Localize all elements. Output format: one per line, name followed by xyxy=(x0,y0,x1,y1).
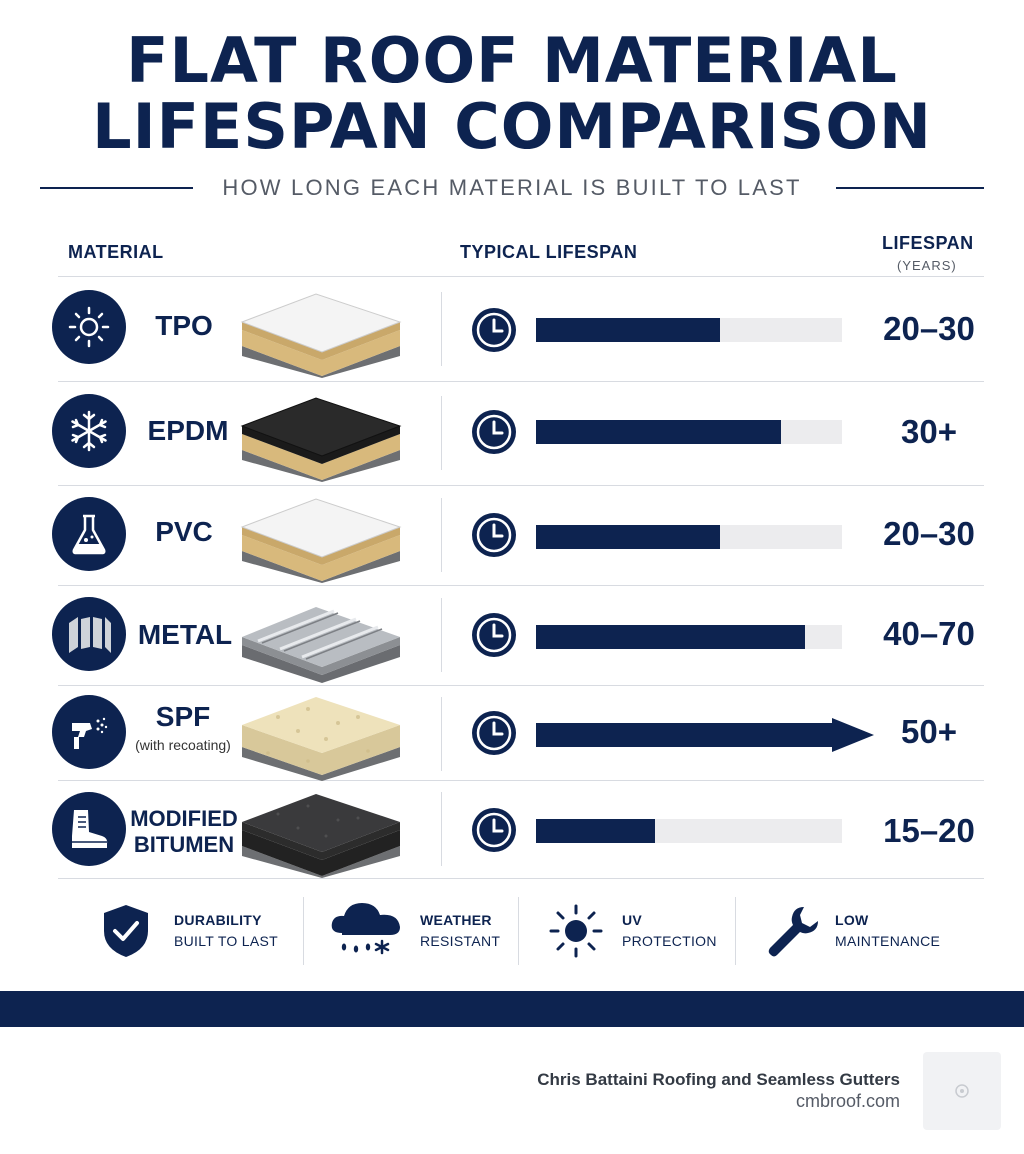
feature-divider xyxy=(735,897,736,965)
shield-check-icon xyxy=(104,905,148,957)
subtitle-row: HOW LONG EACH MATERIAL IS BUILT TO LAST xyxy=(40,174,984,202)
feature-durability: DURABILITY BUILT TO LAST xyxy=(100,895,300,965)
lifespan-value: 20–30 xyxy=(883,515,975,552)
lifespan-bar xyxy=(536,819,656,843)
lifespan-bar xyxy=(536,420,781,444)
feature-maintenance: LOW MAINTENANCE xyxy=(764,895,964,965)
feature-subtitle: MAINTENANCE xyxy=(835,933,941,949)
lifespan-bar-track xyxy=(536,318,842,342)
material-name: PVC xyxy=(155,516,213,547)
lifespan-bar-track xyxy=(536,625,842,649)
material-name-line-2: BITUMEN xyxy=(133,832,235,857)
material-row-metal: METAL 40–70 xyxy=(0,597,1024,683)
lifespan-value: 15–20 xyxy=(883,812,975,849)
subtitle-rule-right xyxy=(836,187,984,189)
spray-gun-icon xyxy=(52,695,126,769)
material-name: TPO xyxy=(155,310,213,341)
lifespan-bar-track xyxy=(536,525,842,549)
column-divider xyxy=(441,396,442,470)
column-divider xyxy=(441,792,442,866)
header-material: MATERIAL xyxy=(68,242,164,262)
page-title: FLAT ROOF MATERIAL LIFESPAN COMPARISON xyxy=(0,28,1024,160)
row-divider xyxy=(58,585,984,586)
row-divider xyxy=(58,485,984,486)
epdm-swatch xyxy=(240,397,402,482)
clock-icon xyxy=(472,513,516,557)
clock-icon xyxy=(472,711,516,755)
lifespan-bar-track xyxy=(536,420,842,444)
spf-swatch xyxy=(242,697,400,781)
boot-icon xyxy=(52,792,126,866)
material-name: METAL xyxy=(137,619,233,650)
lifespan-bar-track xyxy=(536,819,842,843)
material-row-pvc: PVC 20–30 xyxy=(0,497,1024,583)
storm-cloud-icon xyxy=(331,903,400,955)
row-divider xyxy=(58,685,984,686)
website-link[interactable]: cmbroof.com xyxy=(795,1091,900,1111)
lifespan-value: 40–70 xyxy=(883,615,975,652)
column-divider xyxy=(441,498,442,572)
lifespan-value: 20–30 xyxy=(883,310,975,347)
company-logo xyxy=(923,1052,1001,1130)
material-name: EPDM xyxy=(147,415,229,446)
feature-title: LOW xyxy=(835,912,869,928)
material-row-modified-bitumen: MODIFIED BITUMEN 15–20 xyxy=(0,792,1024,878)
metal-panel-icon xyxy=(52,597,126,671)
row-divider xyxy=(58,878,984,879)
column-divider xyxy=(441,292,442,366)
title-line-1: FLAT ROOF MATERIAL xyxy=(126,24,898,97)
material-name: SPF xyxy=(155,701,211,732)
tpo-swatch xyxy=(240,293,402,378)
subtitle: HOW LONG EACH MATERIAL IS BUILT TO LAST xyxy=(222,175,802,200)
feature-title: WEATHER xyxy=(420,912,492,928)
lifespan-value: 50+ xyxy=(901,713,957,750)
header-typical-lifespan: TYPICAL LIFESPAN xyxy=(460,242,638,262)
clock-icon xyxy=(472,410,516,454)
header-divider xyxy=(58,276,984,277)
column-divider xyxy=(441,697,442,771)
feature-uv: UV PROTECTION xyxy=(548,895,734,965)
modified-bitumen-swatch xyxy=(242,794,400,878)
column-divider xyxy=(441,598,442,672)
material-row-epdm: EPDM 30+ xyxy=(0,394,1024,482)
arrow-head xyxy=(832,718,874,752)
metal-swatch xyxy=(242,607,400,683)
lifespan-value: 30+ xyxy=(901,413,957,450)
clock-icon xyxy=(472,808,516,852)
lifespan-bar xyxy=(536,525,720,549)
pvc-swatch xyxy=(240,498,402,583)
wrench-icon xyxy=(768,907,818,957)
sun-icon xyxy=(549,904,603,958)
company-name: Chris Battaini Roofing and Seamless Gutt… xyxy=(537,1070,900,1089)
lifespan-bar xyxy=(536,723,842,747)
feature-subtitle: RESISTANT xyxy=(420,933,501,949)
flask-icon xyxy=(52,497,126,571)
feature-weather: WEATHER RESISTANT xyxy=(328,895,518,965)
sun-icon xyxy=(52,290,126,364)
feature-title: UV xyxy=(622,912,643,928)
material-row-tpo: TPO 20–30 xyxy=(0,290,1024,378)
header-years: (YEARS) xyxy=(897,258,957,273)
lifespan-bar-track xyxy=(536,723,842,747)
feature-title: DURABILITY xyxy=(174,912,262,928)
feature-subtitle: BUILT TO LAST xyxy=(174,933,279,949)
lifespan-bar xyxy=(536,318,720,342)
feature-divider xyxy=(303,897,304,965)
footer-band xyxy=(0,991,1024,1027)
material-name: MODIFIED BITUMEN xyxy=(128,806,240,858)
material-note: (with recoating) xyxy=(135,737,231,753)
material-row-spf: SPF (with recoating) 50+ xyxy=(0,695,1024,781)
title-line-2: LIFESPAN COMPARISON xyxy=(92,90,932,163)
material-name-line-1: MODIFIED xyxy=(130,806,238,831)
feature-divider xyxy=(518,897,519,965)
feature-subtitle: PROTECTION xyxy=(622,933,717,949)
row-divider xyxy=(58,381,984,382)
row-divider xyxy=(58,780,984,781)
lifespan-bar xyxy=(536,625,806,649)
clock-icon xyxy=(472,613,516,657)
clock-icon xyxy=(472,308,516,352)
snowflake-icon xyxy=(52,394,126,468)
header-lifespan: LIFESPAN xyxy=(882,233,974,253)
subtitle-rule-left xyxy=(40,187,193,189)
